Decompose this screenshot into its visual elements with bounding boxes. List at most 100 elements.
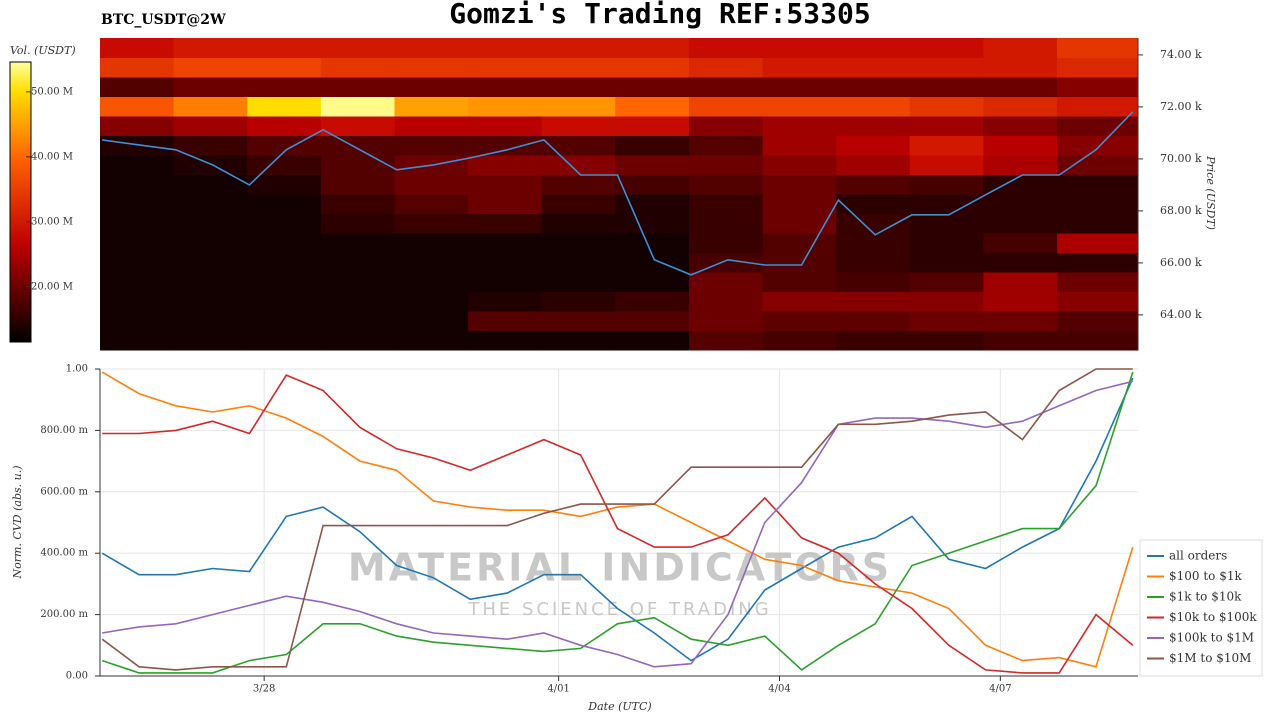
heatmap-cell	[468, 96, 543, 117]
heatmap-cell	[836, 233, 911, 253]
heatmap-cell	[983, 135, 1058, 156]
heatmap-cell	[173, 174, 248, 195]
heatmap-cell	[100, 213, 175, 234]
heatmap-cell	[541, 116, 616, 136]
heatmap-cell	[688, 155, 764, 175]
x-axis-label: Date (UTC)	[587, 700, 651, 713]
heatmap-cell	[615, 77, 690, 97]
heatmap-cell	[1057, 213, 1139, 234]
heatmap-cell	[909, 252, 984, 273]
cvd-line	[101, 377, 1134, 662]
heatmap-cell	[762, 116, 837, 136]
y-tick-label: 68.00 k	[1160, 204, 1202, 217]
heatmap-cell	[983, 330, 1058, 351]
heatmap-cell	[173, 155, 248, 175]
heatmap-cell	[762, 194, 837, 214]
heatmap-cell	[836, 291, 911, 312]
heatmap-cell	[688, 291, 764, 312]
heatmap-cell	[173, 311, 248, 331]
heatmap-cell	[762, 311, 837, 331]
heatmap-cell	[688, 330, 764, 351]
heatmap-cell	[320, 233, 395, 253]
heatmap-cell	[1057, 330, 1139, 351]
heatmap-cell	[1057, 311, 1139, 331]
heatmap-cell	[1057, 96, 1139, 117]
heatmap-cell	[836, 38, 911, 58]
heatmap-cell	[615, 233, 690, 253]
heatmap-cell	[468, 213, 543, 234]
heatmap-cell	[173, 135, 248, 156]
heatmap-cell	[762, 57, 837, 78]
heatmap-cell	[983, 96, 1058, 117]
heatmap-cell	[468, 174, 543, 195]
heatmap-cell	[909, 272, 984, 292]
heatmap-cell	[688, 213, 764, 234]
heatmap-cell	[836, 96, 911, 117]
heatmap-cell	[320, 330, 395, 351]
heatmap-cell	[762, 155, 837, 175]
heatmap-cell	[247, 291, 322, 312]
heatmap-cell	[688, 96, 764, 117]
heatmap-cell	[1057, 194, 1139, 214]
heatmap-cell	[247, 57, 322, 78]
subtitle: BTC_USDT@2W	[101, 12, 226, 28]
heatmap-cell	[983, 174, 1058, 195]
legend-label: $100 to $1k	[1169, 569, 1242, 583]
heatmap-cell	[909, 155, 984, 175]
heatmap-cell	[688, 135, 764, 156]
heatmap-cell	[394, 311, 469, 331]
heatmap-cell	[100, 96, 175, 117]
heatmap-cell	[762, 252, 837, 273]
heatmap-cell	[247, 252, 322, 273]
heatmap-cell	[247, 233, 322, 253]
heatmap-cell	[394, 96, 469, 117]
heatmap-cell	[468, 135, 543, 156]
heatmap-cell	[100, 155, 175, 175]
cvd-line	[101, 371, 1134, 668]
legend-label: $1k to $10k	[1169, 590, 1242, 604]
colorbar-tick-label: 40.00 M	[31, 151, 73, 162]
heatmap-cell	[1057, 155, 1139, 175]
heatmap-cell	[247, 213, 322, 234]
heatmap-cell	[173, 96, 248, 117]
heatmap-cell	[320, 194, 395, 214]
heatmap-cell	[615, 174, 690, 195]
y-tick-label: 200.00 m	[40, 609, 88, 620]
heatmap-cell	[836, 77, 911, 97]
heatmap-cell	[468, 155, 543, 175]
heatmap-cell	[173, 116, 248, 136]
heatmap-cell	[1057, 57, 1139, 78]
y-tick-label: 70.00 k	[1160, 152, 1202, 165]
heatmap-cell	[173, 57, 248, 78]
colorbar-tick-label: 30.00 M	[31, 216, 73, 227]
heatmap-cell	[983, 38, 1058, 58]
heatmap-cell	[320, 38, 395, 58]
heatmap-cell	[615, 135, 690, 156]
heatmap-cell	[615, 116, 690, 136]
heatmap-cell	[394, 57, 469, 78]
heatmap-cell	[541, 194, 616, 214]
y-tick-label: 0.00	[66, 671, 88, 682]
y-tick-label: 74.00 k	[1160, 48, 1202, 61]
heatmap-cell	[836, 213, 911, 234]
heatmap-cell	[100, 233, 175, 253]
heatmap-cell	[762, 77, 837, 97]
heatmap-cell	[615, 96, 690, 117]
heatmap-cell	[615, 311, 690, 331]
heatmap-cell	[909, 116, 984, 136]
heatmap-cell	[100, 116, 175, 136]
heatmap-cell	[836, 272, 911, 292]
cvd-line	[101, 371, 1134, 674]
heatmap-cell	[688, 116, 764, 136]
heatmap-cell	[541, 96, 616, 117]
heatmap-cell	[320, 96, 395, 117]
heatmap-cell	[909, 57, 984, 78]
heatmap-cell	[1057, 233, 1139, 253]
heatmap-cell	[983, 116, 1058, 136]
heatmap-cell	[541, 213, 616, 234]
heatmap-cell	[909, 213, 984, 234]
heatmap-cell	[320, 77, 395, 97]
colorbar-tick-label: 50.00 M	[31, 86, 73, 97]
heatmap-cell	[468, 38, 543, 58]
heatmap-cell	[836, 155, 911, 175]
